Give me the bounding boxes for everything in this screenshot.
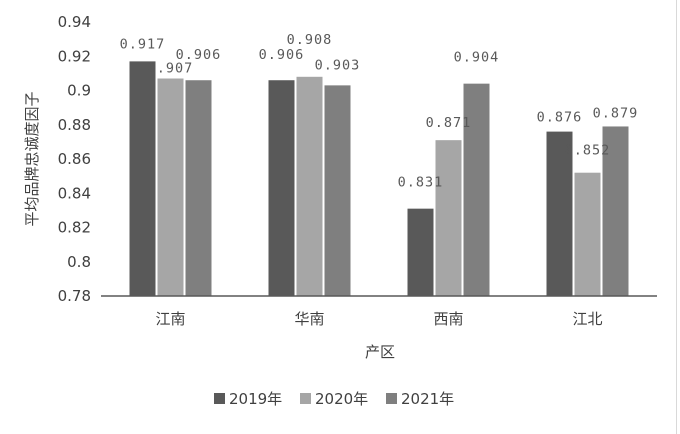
bar-2020年-江北: [574, 172, 601, 296]
x-tick-label: 西南: [433, 310, 463, 328]
bar-2019年-华南: [268, 80, 295, 296]
bar-2021年-江北: [602, 126, 629, 297]
legend-swatch: [386, 393, 397, 404]
bar-2021年-江南: [185, 80, 212, 296]
data-label: 0.903: [315, 57, 361, 73]
legend-swatch: [214, 393, 225, 404]
y-tick-label: 0.94: [58, 13, 91, 31]
y-tick-label: 0.78: [58, 287, 91, 305]
bar-2019年-西南: [407, 208, 434, 296]
bar-2020年-江南: [157, 78, 184, 296]
bar-2021年-西南: [463, 83, 490, 297]
data-label: 0.904: [454, 50, 500, 66]
x-axis-title: 产区: [365, 343, 395, 361]
y-tick-label: 0.9: [67, 82, 91, 100]
data-label: 0.871: [426, 115, 472, 131]
y-axis-title: 平均品牌忠诚度因子: [23, 91, 41, 226]
x-axis: 江南 华南 西南 江北: [155, 310, 602, 328]
bar-2020年-西南: [435, 140, 462, 296]
x-tick-label: 江南: [155, 310, 185, 328]
data-label: 0.917: [120, 36, 166, 52]
y-axis: 0.78 0.8 0.82 0.84 0.86 0.88 0.9 0.92 0.94: [58, 13, 91, 305]
legend-swatch: [300, 393, 311, 404]
data-label: 0.876: [537, 110, 583, 126]
y-tick-label: 0.92: [58, 47, 91, 65]
x-tick-label: 华南: [294, 310, 324, 328]
bar-2021年-华南: [324, 85, 351, 296]
y-tick-label: 0.8: [67, 253, 91, 271]
x-tick-label: 江北: [572, 310, 602, 328]
y-tick-label: 0.88: [58, 116, 91, 134]
y-tick-label: 0.86: [58, 150, 91, 168]
legend: 2019年 2020年 2021年: [214, 390, 454, 408]
data-label: 0.906: [176, 47, 222, 63]
legend-entry: 2019年: [229, 390, 282, 408]
y-tick-label: 0.84: [58, 184, 91, 202]
legend-entry: 2020年: [315, 390, 368, 408]
bar-2020年-华南: [296, 76, 323, 296]
data-label: 0.831: [398, 175, 444, 191]
data-label: 0.908: [287, 32, 333, 48]
data-label: 0.852: [565, 143, 611, 159]
data-label: 0.907: [148, 61, 194, 77]
bar-2019年-江北: [546, 131, 573, 296]
y-tick-label: 0.82: [58, 219, 91, 237]
bar-2019年-江南: [129, 61, 156, 297]
legend-entry: 2021年: [401, 390, 454, 408]
data-label: 0.906: [259, 47, 305, 63]
data-label: 0.879: [593, 105, 639, 121]
bars: [129, 61, 629, 297]
